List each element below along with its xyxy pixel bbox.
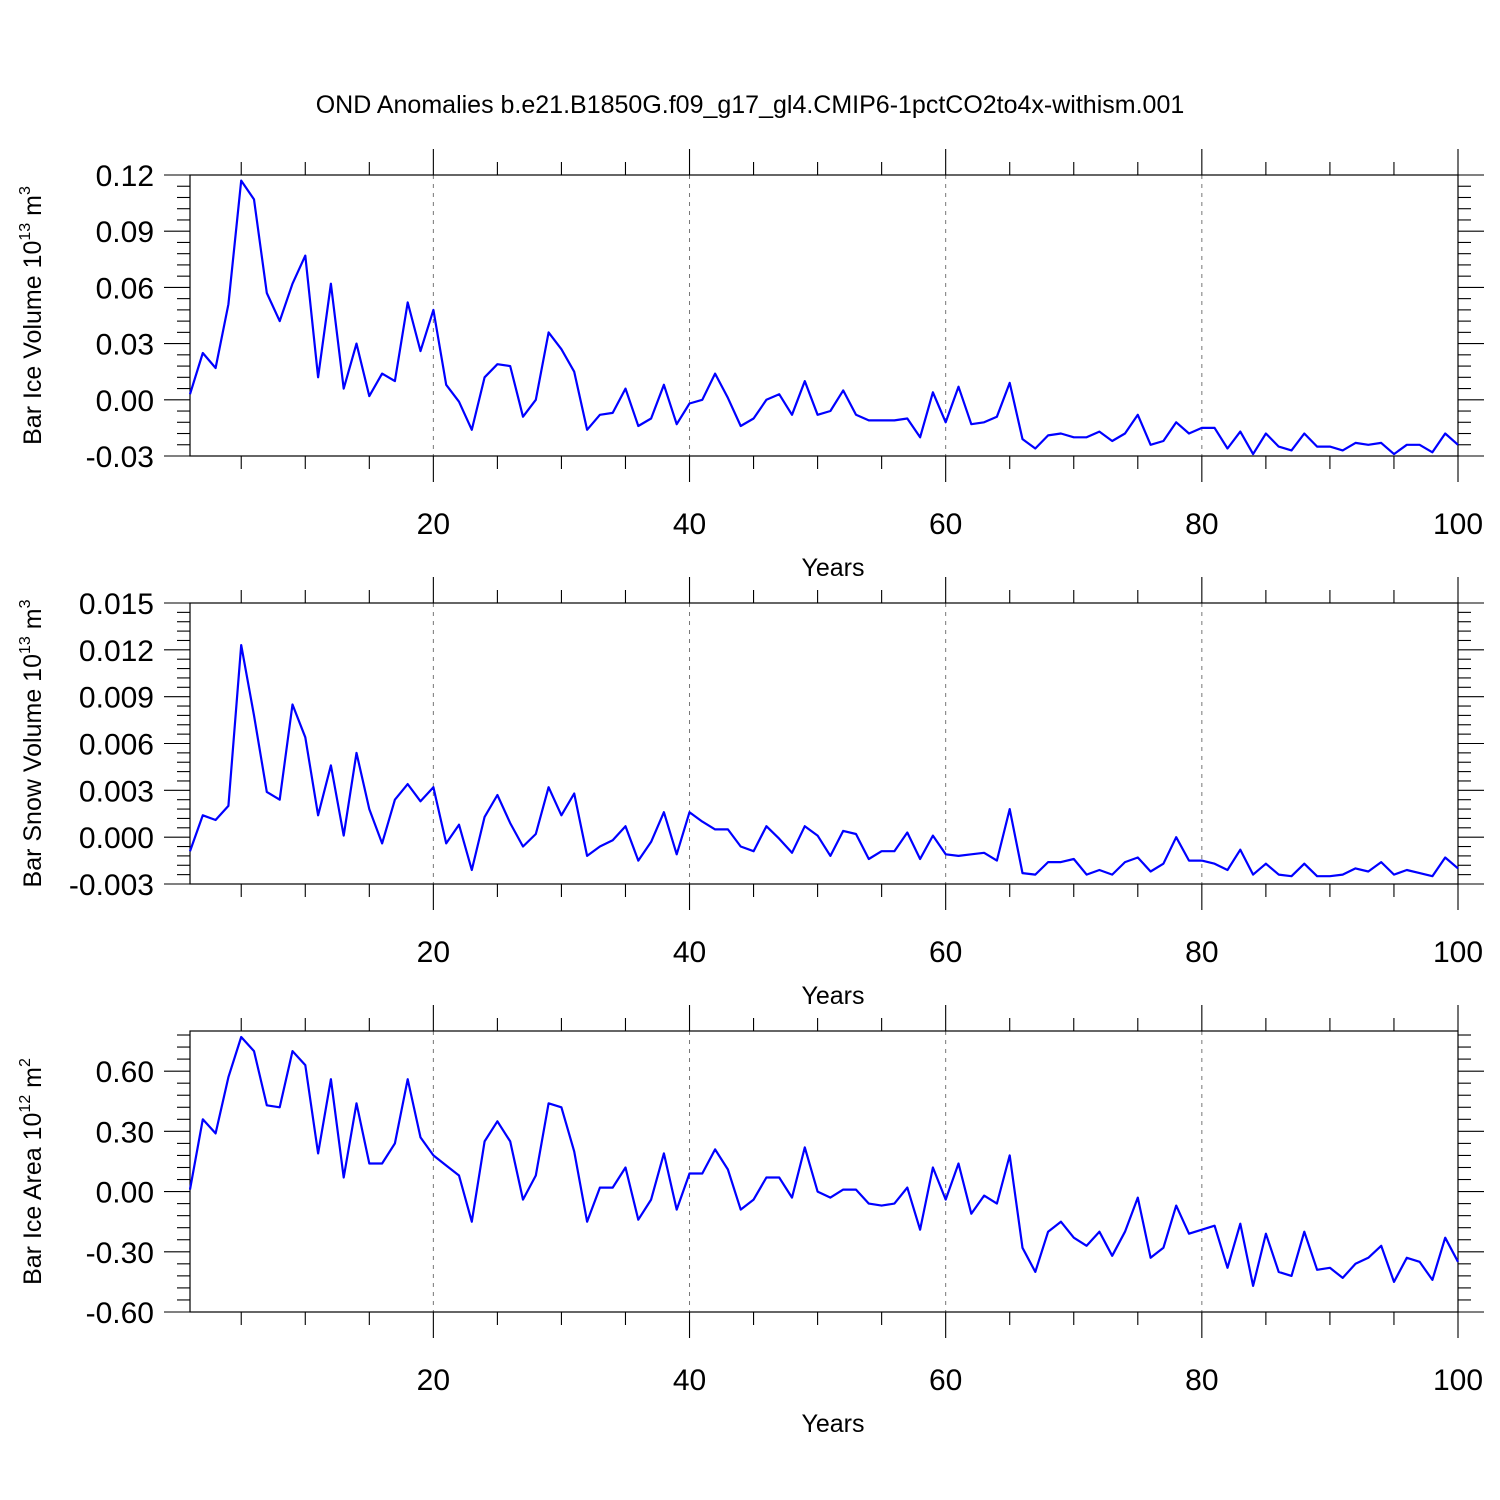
x-tick-label: 20 (417, 936, 450, 969)
x-tick-label: 80 (1185, 508, 1218, 541)
y-tick-label: -0.60 (86, 1297, 154, 1330)
x-tick-label: 20 (417, 508, 450, 541)
series-line (188, 643, 1459, 878)
series-line (188, 1035, 1459, 1288)
y-axis-label: Bar Ice Volume 1013 m3 (17, 186, 47, 445)
y-axis-label: Bar Snow Volume 1013 m3 (17, 599, 47, 887)
x-tick-label: 40 (673, 936, 706, 969)
y-tick-label: 0.009 (79, 682, 154, 715)
x-tick-label: 60 (929, 1364, 962, 1397)
y-tick-label: 0.012 (79, 635, 154, 668)
y-tick-label: -0.30 (86, 1237, 154, 1270)
y-tick-label: 0.12 (96, 160, 154, 193)
y-tick-label: -0.03 (86, 441, 154, 474)
x-tick-label: 40 (673, 1364, 706, 1397)
x-tick-label: 40 (673, 508, 706, 541)
series-line (188, 179, 1459, 456)
y-tick-label: 0.03 (96, 329, 154, 362)
x-tick-label: 80 (1185, 936, 1218, 969)
x-tick-label: 100 (1433, 936, 1483, 969)
panel-2: 20 40 60 80 100 -0.003 0.000 0.003 0.006 0.009 0.0… (17, 577, 1484, 1010)
y-tick-label: 0.000 (79, 822, 154, 855)
chart-title: OND Anomalies b.e21.B1850G.f09_g17_gl4.C… (316, 91, 1185, 119)
y-tick-label: 0.09 (96, 216, 154, 249)
x-axis-label: Years (801, 982, 864, 1010)
x-tick-label: 20 (417, 1364, 450, 1397)
plot-frame (189, 174, 1459, 457)
panels: 20 40 60 80 100 -0.03 0.00 0.03 0.06 0.09 0.12 Year… (17, 149, 1484, 1438)
y-tick-label: 0.30 (96, 1116, 154, 1149)
y-tick-label: -0.003 (69, 869, 154, 902)
y-tick-label: 0.00 (96, 1177, 154, 1210)
plot-frame (189, 602, 1459, 885)
x-tick-label: 100 (1433, 508, 1483, 541)
y-axis-label: Bar Ice Area 1012 m2 (17, 1058, 47, 1285)
y-tick-label: 0.60 (96, 1056, 154, 1089)
x-tick-label: 60 (929, 936, 962, 969)
y-tick-label: 0.06 (96, 272, 154, 305)
x-tick-label: 100 (1433, 1364, 1483, 1397)
x-axis-label: Years (801, 554, 864, 582)
panel-3: 20 40 60 80 100 -0.60 -0.30 0.00 0.30 0.60 Years Ba… (17, 1005, 1484, 1438)
x-axis-label: Years (801, 1410, 864, 1438)
plot-frame (189, 1030, 1459, 1313)
y-tick-label: 0.003 (79, 775, 154, 808)
x-tick-label: 80 (1185, 1364, 1218, 1397)
y-tick-label: 0.015 (79, 588, 154, 621)
x-tick-label: 60 (929, 508, 962, 541)
y-tick-label: 0.00 (96, 385, 154, 418)
y-tick-label: 0.006 (79, 729, 154, 762)
panel-1: 20 40 60 80 100 -0.03 0.00 0.03 0.06 0.09 0.12 Year… (17, 149, 1484, 582)
